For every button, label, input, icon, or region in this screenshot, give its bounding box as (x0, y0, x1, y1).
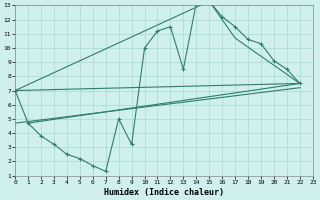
X-axis label: Humidex (Indice chaleur): Humidex (Indice chaleur) (104, 188, 224, 197)
